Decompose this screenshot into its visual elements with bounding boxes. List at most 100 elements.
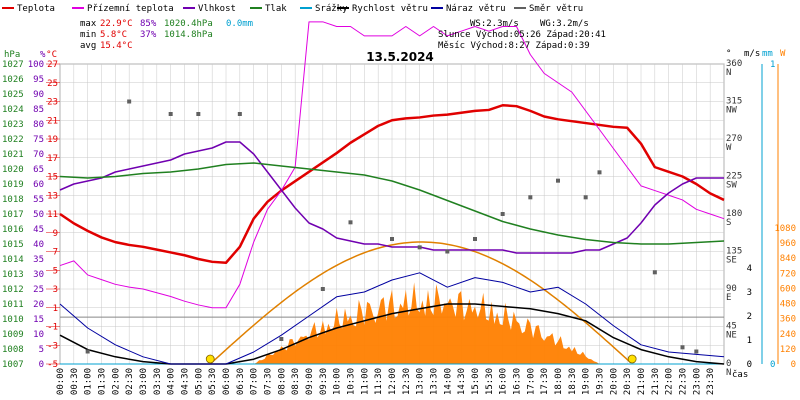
axis-x-tick: 00:30 [70, 368, 80, 395]
axis-x-tick: 10:30 [347, 368, 357, 395]
stats-block: max 22.9°C 85% 1020.4hPa 0.0mm min 5.8°C… [80, 19, 606, 51]
stat-moon: Měsíc Východ:8:27 Západ:0:39 [438, 41, 590, 51]
axis-press-tick: 1008 [2, 345, 24, 355]
axis-press-tick: 1016 [2, 225, 24, 235]
axis-x-tick: 14:30 [457, 368, 467, 395]
axis-x-tick: 11:00 [360, 368, 370, 395]
axis-wind-tick: 0 [747, 360, 752, 370]
axis-press-tick: 1018 [2, 195, 24, 205]
axis-hum-tick: 10 [33, 330, 44, 340]
axis-temp-tick: 13 [47, 191, 58, 201]
wind-direction-point [694, 349, 699, 354]
axis-temp-tick: 3 [53, 285, 58, 295]
axis-x-tick: 18:30 [568, 368, 578, 395]
wind-direction-point [500, 212, 505, 216]
axis-press-tick: 1026 [2, 75, 24, 85]
axis-temp-label: °C [46, 50, 57, 60]
axis-hum-tick: 30 [33, 270, 44, 280]
axis-press-tick: 1022 [2, 135, 24, 145]
legend-label: Srážky [315, 4, 348, 14]
axis-x-tick: 07:00 [250, 368, 260, 395]
stat-avg-temp: 15.4°C [100, 41, 133, 51]
axis-x-tick: 09:30 [319, 368, 329, 395]
axis-x-tick: 00:00 [56, 368, 66, 395]
axis-x-tick: 19:00 [582, 368, 592, 395]
axis-hum-tick: 60 [33, 180, 44, 190]
wind-direction-point [348, 220, 353, 225]
axis-dir-tick: 360 [726, 59, 742, 69]
legend-label: Tlak [265, 4, 287, 14]
axis-x-tick: 16:00 [499, 368, 509, 395]
axis-press-tick: 1012 [2, 285, 24, 295]
series-teplota [59, 104, 725, 264]
stat-max-press: 1020.4hPa [164, 19, 213, 29]
axis-solar-tick: 120 [780, 345, 796, 355]
axis-temp-tick: 25 [47, 79, 58, 89]
axis-x-tick: 12:00 [388, 368, 398, 395]
axis-x-tick: 18:00 [554, 368, 564, 395]
axis-press-tick: 1009 [2, 330, 24, 340]
stat-min-label: min [80, 30, 96, 40]
axis-hum-tick: 65 [33, 165, 44, 175]
sun-marker [627, 354, 637, 364]
axis-press-tick: 1017 [2, 210, 24, 220]
axis-temp-tick: 27 [47, 60, 58, 70]
stat-min-temp: 5.8°C [100, 30, 127, 40]
axis-x-tick: 02:00 [111, 368, 121, 395]
solar-area-path [253, 282, 600, 364]
axis-hum-tick: 50 [33, 210, 44, 220]
stat-ws: WS:2.3m/s [470, 19, 519, 29]
axis-hum-tick: 40 [33, 240, 44, 250]
axis-x-tick: 09:00 [305, 368, 315, 395]
axis-hum-tick: 20 [33, 300, 44, 310]
axis-temp-tick: 17 [47, 154, 58, 164]
axis-x-tick: 23:30 [706, 368, 716, 395]
axis-hum-tick: 95 [33, 75, 44, 85]
axis-solar-tick: 840 [780, 254, 796, 264]
axis-x-tick: 01:30 [98, 368, 108, 395]
axis-temp-tick: 21 [47, 116, 58, 126]
axis-dir-name: NW [726, 106, 737, 116]
axis-temp-tick: 9 [53, 229, 58, 239]
axis-press-tick: 1007 [2, 360, 24, 370]
wind-direction-point [528, 195, 533, 200]
axis-hum-tick: 35 [33, 255, 44, 265]
wind-direction-point [583, 195, 588, 200]
legend-label: Přízemní teplota [87, 4, 174, 14]
axis-x-tick: 12:30 [402, 368, 412, 395]
wind-direction-point [279, 337, 284, 341]
stat-min-press: 1014.8hPa [164, 30, 213, 40]
axis-press-tick: 1014 [2, 255, 24, 265]
wind-direction-point [390, 237, 394, 241]
wind-direction-point [196, 112, 201, 116]
wind-direction-point [652, 270, 657, 275]
axis-x-tick: 23:00 [692, 368, 702, 395]
axis-dir-name: SW [726, 181, 737, 191]
axis-press-label: hPa [4, 50, 20, 60]
sun-elevation-curve [209, 241, 632, 365]
axis-x-tick: 17:30 [540, 368, 550, 395]
axis-hum-tick: 0 [39, 360, 44, 370]
wind-direction-point [556, 178, 560, 183]
axis-temp-tick: -1 [47, 323, 58, 333]
wind-direction-point [237, 112, 242, 116]
axis-press-tick: 1023 [2, 120, 24, 130]
axis-temp-tick: -5 [47, 360, 58, 370]
axis-x-tick: 13:30 [430, 368, 440, 395]
axis-press-tick: 1020 [2, 165, 24, 175]
wind-direction-point [445, 249, 450, 254]
axis-solar-tick: 480 [780, 300, 796, 310]
axis-dir-name: NE [726, 331, 737, 341]
axis-press-tick: 1013 [2, 270, 24, 280]
axis-wind-label: m/s [744, 49, 760, 59]
axis-hum-tick: 85 [33, 105, 44, 115]
axis-press-tick: 1021 [2, 150, 24, 160]
axis-press-tick: 1024 [2, 105, 24, 115]
axis-x-tick: 02:30 [125, 368, 135, 395]
axis-dir-name: N [726, 368, 731, 378]
axis-temp-tick: 15 [47, 173, 58, 183]
axis-x-tick: 07:30 [264, 368, 274, 395]
axis-dir-tick: 0 [726, 359, 731, 369]
axis-x-tick: 04:00 [167, 368, 177, 395]
stat-max-rain: 0.0mm [226, 19, 253, 29]
